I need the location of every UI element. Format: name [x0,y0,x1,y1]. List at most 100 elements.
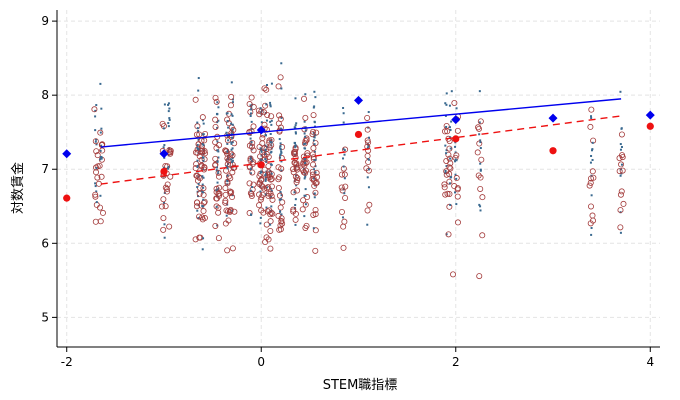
red-scatter-point [195,141,202,148]
red-scatter-point [291,159,298,166]
red-scatter-point [216,184,223,191]
red-scatter-point [229,245,236,252]
blue-scatter-point [167,147,170,150]
red-scatter-point [193,161,200,168]
red-mean-point [354,130,363,139]
red-scatter-point [618,131,625,138]
red-scatter-point [166,223,173,230]
blue-scatter-point [313,120,316,123]
blue-scatter-point [99,155,102,158]
red-scatter-point [454,185,461,192]
blue-scatter-point [312,131,315,134]
red-scatter-point [617,207,624,214]
blue-scatter-point [304,93,307,96]
red-scatter-point [279,220,286,227]
red-scatter-point [259,135,266,142]
blue-scatter-point [304,142,307,145]
blue-scatter-point [342,106,345,109]
blue-scatter-point [313,196,316,199]
blue-scatter-point [479,162,482,165]
blue-scatter-point [265,159,268,162]
blue-scatter-point [264,179,267,182]
red-scatter-point [199,214,206,221]
blue-scatter-point [99,82,102,85]
red-scatter-point [225,217,232,224]
red-scatter-point [446,164,453,171]
blue-scatter-point [619,90,622,93]
blue-scatter-point [231,209,234,212]
blue-scatter-point [450,90,453,93]
blue-scatter-point [230,132,233,135]
blue-scatter-point [196,144,199,147]
red-mean-point [160,167,168,176]
red-mean-point [549,147,557,155]
blue-scatter-point [454,145,457,148]
red-scatter-point [265,163,272,170]
blue-scatter-point [270,123,273,126]
blue-scatter-point [304,129,307,132]
blue-scatter-point [231,161,234,164]
blue-scatter-point [201,248,204,251]
red-scatter-point [195,174,202,181]
red-scatter-point [293,165,300,172]
red-scatter-point [192,149,199,156]
red-scatter-point [478,156,485,163]
blue-scatter-point [445,165,448,168]
blue-scatter-point [304,175,307,178]
blue-scatter-point [231,194,234,197]
red-scatter-point [247,157,254,164]
blue-scatter-point [294,204,297,207]
blue-scatter-point [294,145,297,148]
red-scatter-point [250,147,257,154]
blue-scatter-point [313,168,316,171]
red-scatter-point [160,196,167,203]
red-scatter-point [364,207,371,214]
blue-scatter-point [197,77,200,80]
blue-scatter-point [249,158,252,161]
blue-scatter-point [250,120,253,123]
red-scatter-point [364,152,371,159]
red-scatter-point [454,193,461,200]
blue-scatter-point [279,210,282,213]
red-scatter-point [213,185,220,192]
blue-scatter-point [619,168,622,171]
red-scatter-point [479,232,486,239]
blue-scatter-point [259,222,262,225]
red-scatter-point [227,190,234,197]
red-mean-point [452,135,460,143]
red-scatter-point [201,164,208,171]
blue-scatter-point [217,170,220,173]
blue-scatter-point [202,152,205,155]
red-scatter-point [216,192,223,199]
blue-scatter-point [95,143,98,146]
red-scatter-point [215,169,222,176]
blue-scatter-point [260,154,263,157]
blue-scatter-point [201,119,204,122]
red-scatter-point [277,116,284,123]
red-scatter-point [227,161,234,168]
blue-scatter-point [264,153,267,156]
blue-scatter-point [269,140,272,143]
blue-scatter-point [314,96,317,99]
blue-scatter-point [265,173,268,176]
blue-scatter-point [202,144,205,147]
red-scatter-point [310,154,317,161]
blue-scatter-point [167,110,170,113]
blue-scatter-point [269,101,272,104]
blue-scatter-point [168,117,171,120]
blue-scatter-point [343,177,346,180]
blue-scatter-point [163,103,166,106]
red-scatter-point [290,206,297,213]
blue-scatter-point [100,144,103,147]
blue-scatter-point [342,121,345,124]
red-scatter-point [268,171,275,178]
blue-scatter-point [445,92,448,95]
blue-scatter-point [445,149,448,152]
blue-scatter-point [216,166,219,169]
blue-scatter-point [231,153,234,156]
red-scatter-point [294,175,301,182]
blue-scatter-point [444,169,447,172]
blue-scatter-point [280,194,283,197]
red-scatter-point [301,126,308,133]
red-scatter-point [446,145,453,152]
